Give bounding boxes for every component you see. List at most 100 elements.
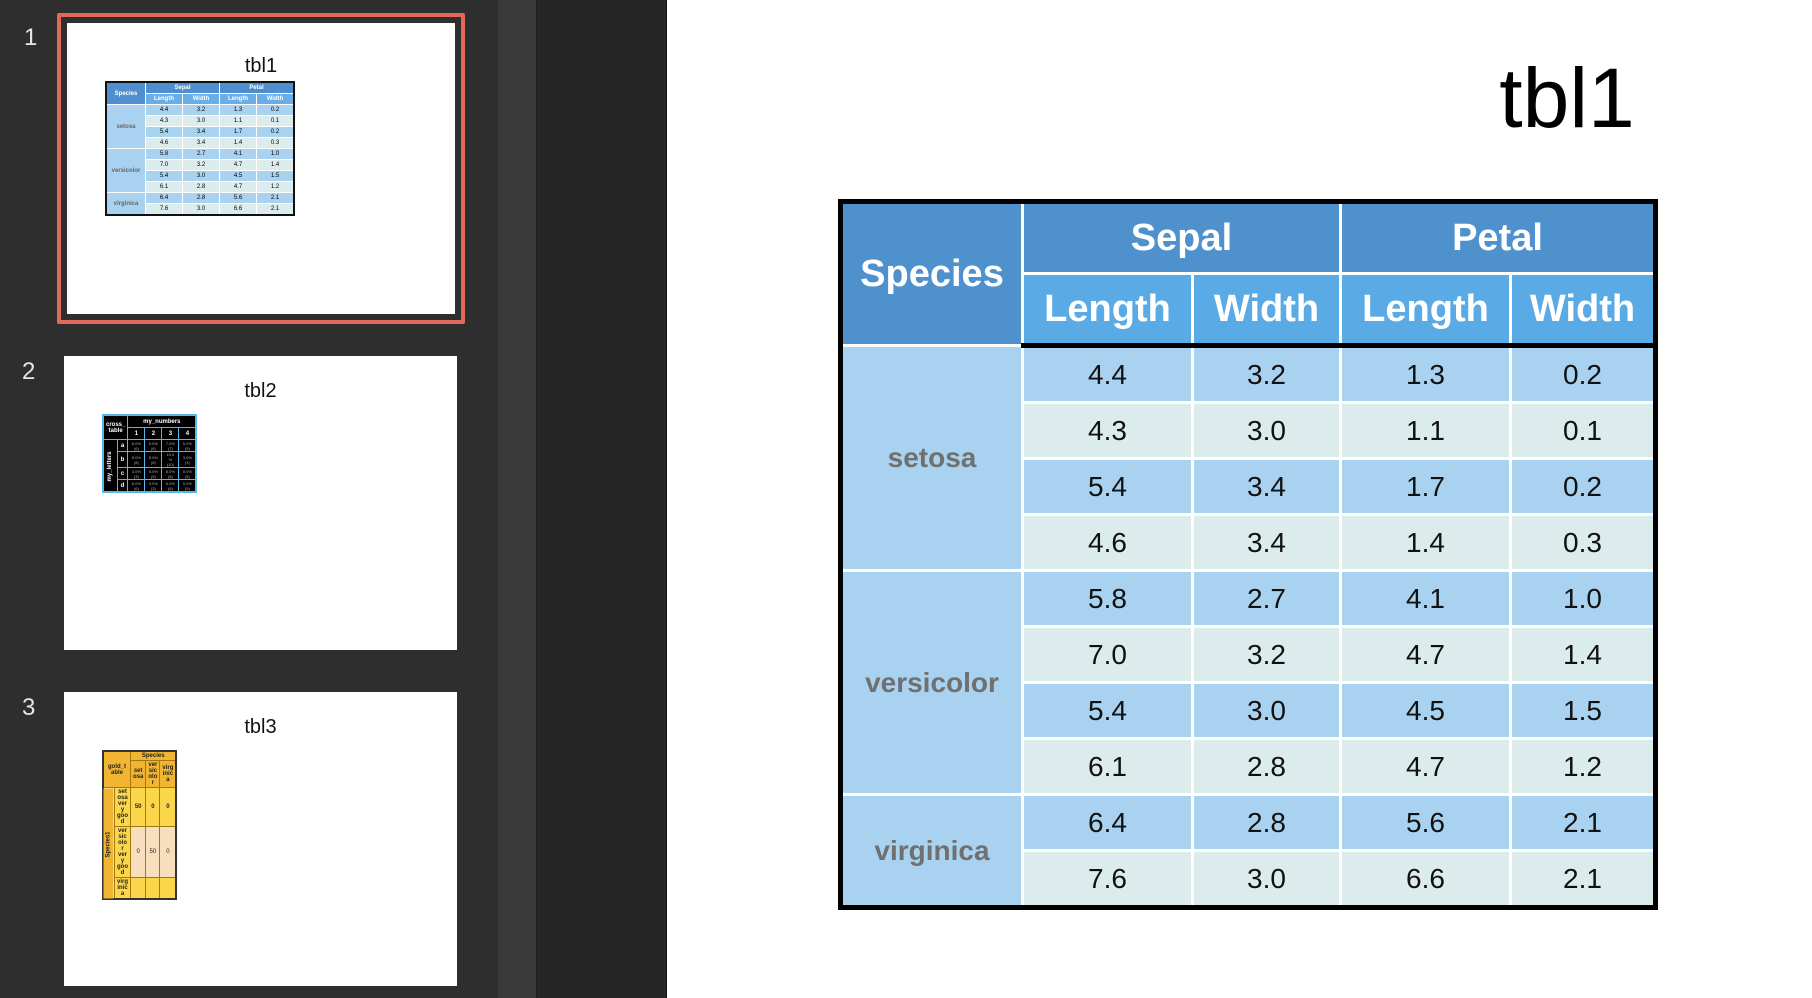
table-row: 5.4 3.0 4.5 1.5 — [841, 681, 1657, 740]
slide-thumbnail-1[interactable]: tbl1 Species Sepal Petal Length Width Le… — [57, 13, 465, 324]
table-cell: 2.1 — [1509, 849, 1657, 909]
table-cell: 3.0% (3) — [178, 451, 197, 468]
slide-thumbnail-2[interactable]: tbl2 cross_ table my_numbers 1 2 3 4 my_… — [64, 356, 457, 650]
table-header: virg inic a — [159, 760, 177, 788]
table-cell: 3.0 — [182, 115, 220, 127]
table-row: virginica 6.4 2.8 5.6 2.1 — [839, 793, 1657, 909]
table-header: my_numbers — [127, 414, 197, 428]
table-cell: 0.2 — [256, 126, 295, 138]
table-row: 7.0 3.2 4.7 1.4 — [841, 625, 1657, 684]
table-row: 4.6 3.4 1.4 0.3 — [841, 513, 1657, 572]
table-row: 5.4 3.4 1.7 0.2 — [841, 457, 1657, 516]
row-label: c — [116, 467, 129, 480]
table-cell — [159, 877, 177, 900]
table-cell: 3.4 — [1191, 457, 1342, 516]
slide-title[interactable]: tbl1 — [1499, 51, 1635, 145]
table-cell: 2.8 — [1191, 793, 1342, 852]
table-row: setosa 4.4 3.2 1.3 0.2 — [839, 344, 1657, 572]
table-cell: 4.6 — [145, 137, 183, 149]
table-cell: 7.0 — [145, 159, 183, 171]
slide-thumbnail-title: tbl2 — [244, 380, 277, 402]
table-cell: 6.1 — [145, 181, 183, 193]
row-label: ver sic olo r ver y goo d — [113, 826, 132, 878]
panel-divider[interactable] — [666, 0, 667, 998]
table-cell: 5.4 — [1021, 681, 1194, 740]
species-cell: setosa — [105, 104, 146, 149]
table-cell: 0 — [159, 826, 177, 878]
table-cell — [130, 877, 147, 900]
table-cell: 3.2 — [182, 159, 220, 171]
table-cell: 1.2 — [256, 181, 295, 193]
table-cell: 50 — [130, 787, 147, 827]
table-header: Species — [130, 750, 177, 761]
table-cell — [145, 877, 161, 900]
slide-number: 3 — [22, 694, 36, 721]
table-cell: 3.4 — [182, 126, 220, 138]
species-cell: versicolor — [105, 148, 146, 193]
slide-canvas[interactable]: tbl1 Species Sepal Petal Length Width Le… — [667, 0, 1812, 998]
row-group-label: my_letters — [103, 439, 118, 492]
table-cell: 4.7 — [219, 181, 257, 193]
row-label: b — [116, 451, 129, 468]
table-cell: 50 — [145, 826, 161, 878]
table-cell: 6.4 — [145, 192, 183, 204]
table-cell: 5.0% (5) — [144, 467, 163, 480]
table-cell: 5.0% (5) — [178, 439, 197, 452]
table-cell: 4.4 — [145, 104, 183, 116]
species-cell-versicolor: versicolor — [839, 569, 1024, 796]
sepal-length-header: Length — [1021, 272, 1194, 348]
thumbnail-scrollbar[interactable] — [498, 0, 536, 998]
sepal-width-header: Width — [1191, 272, 1342, 348]
table-cell: 1.3 — [219, 104, 257, 116]
row-label: a — [116, 439, 129, 452]
table-cell: 1.3 — [1339, 344, 1512, 404]
table-cell: 3.4 — [182, 137, 220, 149]
table-header: 1 — [127, 427, 146, 440]
table-cell: 3.2 — [1191, 344, 1342, 404]
table-cell: 5.4 — [1021, 457, 1194, 516]
table-cell: 8.0% (8) — [127, 451, 146, 468]
slide-thumbnail-panel: 1 tbl1 Species Sepal Petal Length Width … — [0, 0, 498, 998]
species-column-header: Species — [839, 200, 1024, 347]
table-cell: 0.2 — [256, 104, 295, 116]
table-cell: 3.0% (3) — [127, 467, 146, 480]
table-cell: 6.6 — [219, 203, 257, 216]
table-cell: 2.1 — [1509, 793, 1657, 852]
table-cell: 5.6 — [219, 192, 257, 204]
table-cell: 4.1 — [1339, 569, 1512, 628]
table-header: 2 — [144, 427, 163, 440]
table-cell: 5.4 — [145, 170, 183, 182]
table-cell: 0.2 — [1509, 344, 1657, 404]
table-cell: 6.0% (6) — [127, 439, 146, 452]
table-cell: 6.0% (6) — [161, 479, 180, 493]
slide-thumbnail-3[interactable]: tbl3 gold_t able Species set osa ver sic… — [64, 692, 457, 986]
table-header: 4 — [178, 427, 197, 440]
table-header: Width — [182, 93, 220, 105]
sepal-group-header: Sepal — [1021, 200, 1342, 275]
table-header: ver sic olo r — [145, 760, 161, 788]
table-cell: 2.7 — [1191, 569, 1342, 628]
table-cell: 7.0% (7) — [161, 439, 180, 452]
table-cell: 5.8 — [1021, 569, 1194, 628]
main-data-table[interactable]: Species Sepal Petal Length Width Length … — [838, 199, 1658, 910]
panel-gutter — [536, 0, 667, 998]
table-header: gold_t able — [102, 750, 132, 788]
table-cell: 5.0% (5) — [178, 467, 197, 480]
table-cell: 1.1 — [219, 115, 257, 127]
table-cell: 3.0% (3) — [144, 479, 163, 493]
table-cell: 2.8 — [1191, 737, 1342, 796]
table-cell: 8.0% (8) — [161, 467, 180, 480]
table-cell: 5.4 — [145, 126, 183, 138]
table-cell: 0.1 — [256, 115, 295, 127]
slide-number: 2 — [22, 358, 36, 385]
table-cell: 7.6 — [145, 203, 183, 216]
table-cell: 4.3 — [145, 115, 183, 127]
table-header: set osa — [130, 760, 147, 788]
table-cell: 2.8 — [182, 181, 220, 193]
table-cell: 1.1 — [1339, 401, 1512, 460]
table-cell: 1.5 — [1509, 681, 1657, 740]
table-row: 7.6 3.0 6.6 2.1 — [841, 849, 1657, 909]
table-cell: 2.1 — [256, 203, 295, 216]
slide-number: 1 — [24, 24, 38, 51]
table-cell: 6.0% (6) — [127, 479, 146, 493]
